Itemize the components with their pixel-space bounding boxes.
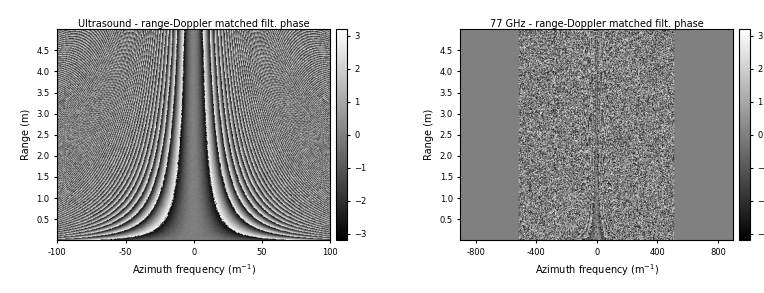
X-axis label: Azimuth frequency (m$^{-1}$): Azimuth frequency (m$^{-1}$) (535, 263, 659, 278)
Y-axis label: Range (m): Range (m) (21, 109, 31, 160)
Y-axis label: Range (m): Range (m) (424, 109, 434, 160)
Title: Ultrasound - range-Doppler matched filt. phase: Ultrasound - range-Doppler matched filt.… (78, 18, 309, 28)
X-axis label: Azimuth frequency (m$^{-1}$): Azimuth frequency (m$^{-1}$) (131, 263, 256, 278)
Title: 77 GHz - range-Doppler matched filt. phase: 77 GHz - range-Doppler matched filt. pha… (490, 18, 704, 28)
